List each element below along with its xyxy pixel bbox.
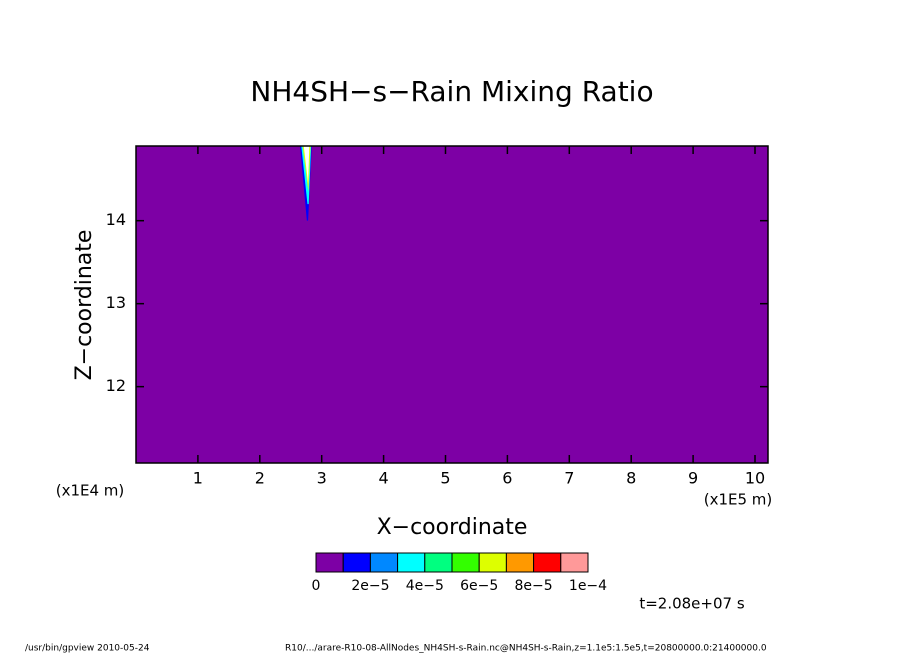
x-axis-label: X−coordinate bbox=[377, 515, 528, 540]
colorbar-tick-label: 1e−4 bbox=[569, 578, 607, 594]
colorbar-swatch bbox=[369, 552, 399, 573]
colorbar-swatch bbox=[533, 552, 562, 573]
plot-frame bbox=[135, 145, 769, 464]
y-tick-label: 14 bbox=[106, 210, 126, 229]
colorbar-swatch bbox=[397, 552, 426, 573]
footer-left: /usr/bin/gpview 2010-05-24 bbox=[25, 644, 150, 654]
y-axis-label: Z−coordinate bbox=[72, 230, 97, 381]
colorbar-tick-label: 0 bbox=[312, 578, 321, 594]
chart-title: NH4SH−s−Rain Mixing Ratio bbox=[250, 75, 653, 108]
colorbar-swatch bbox=[342, 552, 371, 573]
x-tick-label: 10 bbox=[745, 469, 765, 488]
colorbar-swatch bbox=[451, 552, 480, 573]
contour-region bbox=[303, 146, 310, 184]
x-unit: (x1E5 m) bbox=[704, 491, 773, 509]
colorbar-swatch bbox=[424, 552, 453, 573]
y-unit: (x1E4 m) bbox=[56, 482, 125, 500]
x-tick-label: 3 bbox=[317, 469, 327, 488]
x-tick-label: 2 bbox=[255, 469, 265, 488]
x-tick-label: 9 bbox=[688, 469, 698, 488]
y-tick-label: 13 bbox=[106, 293, 126, 312]
colorbar-swatch bbox=[505, 552, 535, 573]
colorbar-tick-label: 4e−5 bbox=[406, 578, 444, 594]
x-tick-label: 8 bbox=[626, 469, 636, 488]
x-tick-label: 5 bbox=[440, 469, 450, 488]
x-tick-label: 6 bbox=[502, 469, 512, 488]
colorbar-tick-label: 2e−5 bbox=[351, 578, 389, 594]
plot-background bbox=[136, 146, 768, 463]
colorbar-swatch bbox=[560, 552, 589, 573]
colorbar-tick-label: 8e−5 bbox=[515, 578, 553, 594]
x-tick-label: 1 bbox=[193, 469, 203, 488]
x-tick-label: 4 bbox=[379, 469, 389, 488]
y-tick-label: 12 bbox=[106, 376, 126, 395]
time-label: t=2.08e+07 s bbox=[639, 595, 745, 613]
colorbar-tick-label: 6e−5 bbox=[460, 578, 498, 594]
footer-right: R10/.../arare-R10-08-AllNodes_NH4SH-s-Ra… bbox=[285, 644, 767, 654]
x-tick-label: 7 bbox=[564, 469, 574, 488]
colorbar-swatch bbox=[478, 552, 507, 573]
colorbar-swatch bbox=[315, 552, 344, 573]
